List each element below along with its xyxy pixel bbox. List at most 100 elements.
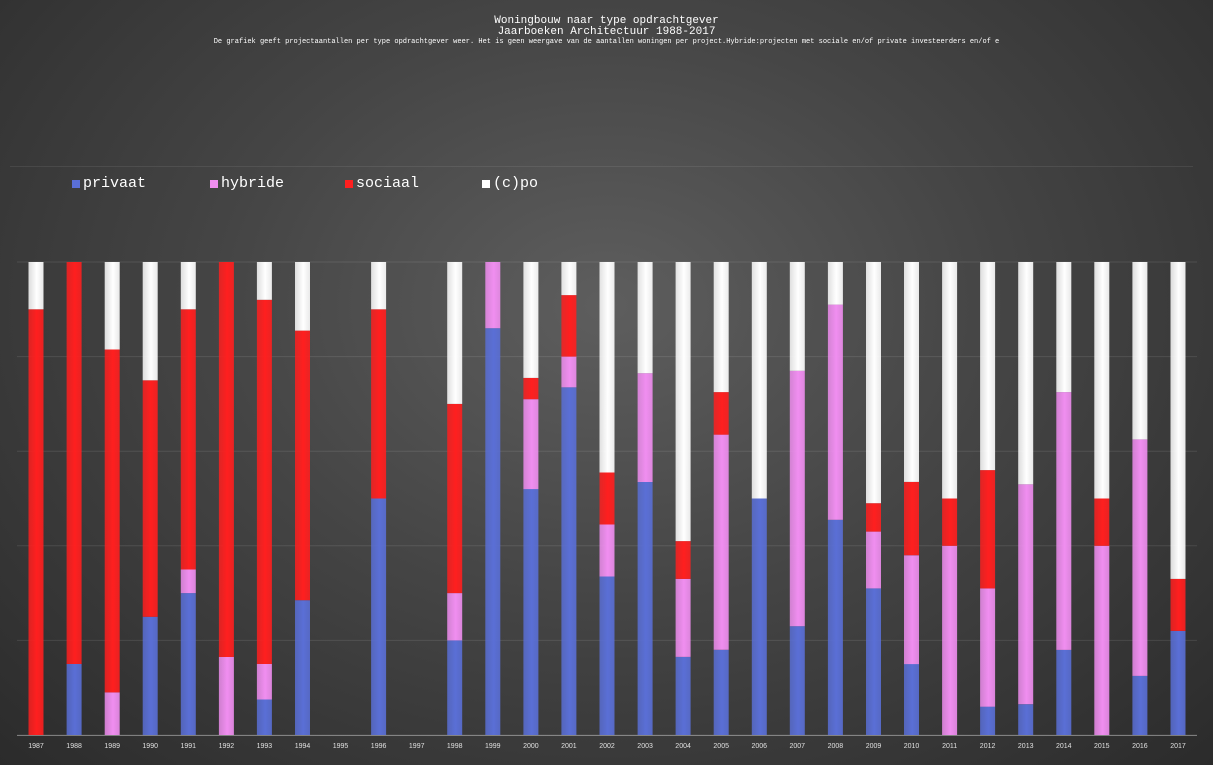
legend-item-privaat: privaat [72, 175, 146, 192]
bar-segment-2007-cpo [789, 262, 805, 371]
bar-segment-1998-hybride [447, 593, 463, 641]
bar-segment-2005-privaat [713, 649, 729, 735]
x-tick-label: 2014 [1056, 743, 1072, 750]
bar-segment-2015-sociaal [1094, 498, 1110, 546]
bar-segment-1994-privaat [295, 600, 310, 735]
bar-segment-2000-hybride [523, 399, 539, 490]
bar-segment-2001-cpo [561, 262, 577, 296]
bar-segment-2001-hybride [561, 356, 577, 388]
legend-swatch-sociaal [345, 179, 353, 188]
legend-item-sociaal: sociaal [345, 175, 419, 192]
x-tick-label: 2010 [904, 743, 920, 750]
x-tick-label: 1995 [333, 743, 349, 750]
x-tick-label: 2003 [637, 743, 653, 750]
bar-segment-2002-privaat [599, 576, 615, 735]
chart-description: De grafiek geeft projectaantallen per ty… [213, 38, 1000, 46]
bar-segment-2006-privaat [751, 498, 767, 735]
bar-segment-2017-privaat [1170, 630, 1186, 735]
x-tick-label: 1987 [28, 743, 44, 750]
legend-label-cpo: (c)po [493, 175, 539, 192]
bar-segment-2001-sociaal [561, 295, 577, 357]
bar-segment-1992-hybride [218, 657, 234, 735]
bar-segment-2005-sociaal [713, 392, 729, 435]
bar-segment-2016-cpo [1132, 262, 1148, 440]
bar-segment-2009-privaat [866, 588, 881, 735]
x-tick-label: 2015 [1094, 743, 1110, 750]
legend-swatch-privaat [72, 179, 80, 188]
bar-segment-1991-hybride [180, 569, 196, 594]
bar-segment-1991-sociaal [180, 309, 196, 570]
x-tick-label: 2017 [1170, 743, 1186, 750]
bar-segment-2007-privaat [789, 626, 805, 735]
bar-segment-1992-sociaal [218, 262, 234, 657]
bar-segment-2015-hybride [1094, 545, 1110, 735]
bar-segment-2011-sociaal [942, 498, 958, 546]
bar-segment-2000-sociaal [523, 377, 539, 400]
x-tick-label: 2011 [942, 743, 957, 750]
bar-segment-1993-privaat [256, 699, 272, 735]
legend-item-hybride: hybride [210, 175, 284, 192]
bar-segment-2006-cpo [751, 262, 767, 499]
bar-segment-2009-cpo [866, 262, 881, 504]
bar-segment-2002-sociaal [599, 472, 615, 525]
bar-segment-2007-hybride [789, 370, 805, 627]
x-tick-label: 1994 [295, 743, 311, 750]
bar-segment-2000-cpo [523, 262, 539, 378]
legend-divider [10, 166, 1193, 167]
x-tick-label: 2013 [1018, 743, 1034, 750]
bar-segment-1999-hybride [485, 262, 501, 329]
x-tick-label: 1997 [409, 743, 425, 750]
bar-segment-2008-cpo [827, 262, 843, 305]
bar-segment-1989-cpo [104, 262, 120, 350]
x-tick-label: 1990 [142, 743, 158, 750]
bar-segment-1993-hybride [256, 664, 272, 700]
x-tick-label: 1996 [371, 743, 387, 750]
bar-segment-2017-cpo [1170, 262, 1186, 579]
bar-segment-1996-sociaal [371, 309, 387, 499]
bar-segment-1987-cpo [28, 262, 44, 310]
bar-segment-2000-privaat [523, 489, 539, 735]
bar-segment-1990-privaat [142, 616, 158, 736]
legend-label-hybride: hybride [221, 175, 285, 192]
x-tick-label: 1992 [219, 743, 235, 750]
bar-segment-1999-privaat [485, 328, 501, 735]
x-tick-label: 2008 [828, 743, 844, 750]
bar-segment-1990-sociaal [142, 380, 158, 617]
bar-segment-2012-cpo [980, 262, 996, 471]
x-tick-label: 2006 [752, 743, 768, 750]
bar-segment-1993-cpo [256, 262, 272, 300]
x-tick-label: 1991 [181, 743, 197, 750]
x-tick-label: 2012 [980, 743, 996, 750]
bar-segment-2010-hybride [904, 555, 919, 665]
bar-segment-2009-hybride [866, 531, 881, 589]
bar-segment-1989-sociaal [104, 349, 120, 693]
bar-segment-2003-hybride [637, 373, 653, 482]
bar-segment-2016-hybride [1132, 439, 1148, 676]
bar-segment-2005-hybride [713, 434, 729, 650]
bar-segment-1998-cpo [447, 262, 463, 404]
bar-segment-2003-cpo [637, 262, 653, 374]
legend-item-cpo: (c)po [482, 175, 538, 192]
x-tick-label: 1999 [485, 743, 501, 750]
bar-segment-2004-privaat [675, 657, 691, 735]
x-tick-label: 2001 [561, 743, 577, 750]
bar-segment-2016-privaat [1132, 675, 1148, 735]
bar-segment-1993-sociaal [256, 299, 272, 664]
x-tick-label: 2007 [790, 743, 806, 750]
bar-segment-1998-privaat [447, 640, 463, 735]
bar-segment-2013-privaat [1018, 704, 1034, 735]
chart-title: Woningbouw naar type opdrachtgever [494, 15, 719, 27]
bar-segment-2011-cpo [942, 262, 958, 499]
bar-segment-2004-sociaal [675, 541, 691, 579]
bar-segment-2003-privaat [637, 481, 653, 735]
bar-segment-2010-privaat [904, 664, 919, 735]
bar-segment-2004-cpo [675, 262, 691, 542]
bar-segment-1989-hybride [104, 692, 120, 735]
bar-segment-1987-sociaal [28, 309, 44, 735]
bar-segment-2013-hybride [1018, 484, 1034, 705]
bar-segment-2015-cpo [1094, 262, 1110, 499]
bar-segment-2002-cpo [599, 262, 615, 473]
x-tick-label: 2000 [523, 743, 539, 750]
chart-subtitle: Jaarboeken Architectuur 1988-2017 [497, 26, 716, 38]
x-tick-label: 2009 [866, 743, 882, 750]
